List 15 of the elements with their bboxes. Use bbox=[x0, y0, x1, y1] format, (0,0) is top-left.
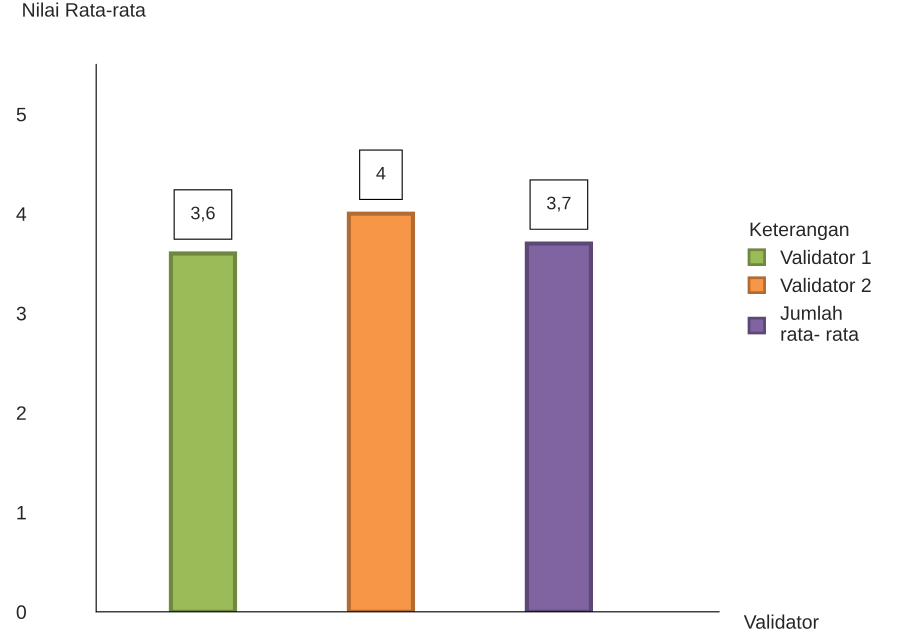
data-label: 3,6 bbox=[191, 206, 215, 222]
legend-title: Keterangan bbox=[750, 222, 848, 240]
y-tick-label: 4 bbox=[16, 207, 26, 221]
x-axis-title: Validator bbox=[744, 614, 819, 629]
y-tick-label: 5 bbox=[16, 108, 26, 122]
data-label: 4 bbox=[376, 166, 386, 180]
legend-label: Validator 2 bbox=[780, 278, 871, 292]
y-axis-title: Nilai Rata-rata bbox=[23, 2, 146, 17]
y-tick-label: 0 bbox=[16, 605, 26, 620]
y-tick-label: 3 bbox=[16, 306, 26, 320]
y-tick-label: 1 bbox=[17, 506, 26, 520]
legend-label: Validator 1 bbox=[780, 250, 871, 264]
y-tick-label: 2 bbox=[16, 406, 26, 420]
legend-label: Jumlah rata- rata bbox=[780, 306, 860, 341]
data-label: 3,7 bbox=[547, 196, 571, 212]
